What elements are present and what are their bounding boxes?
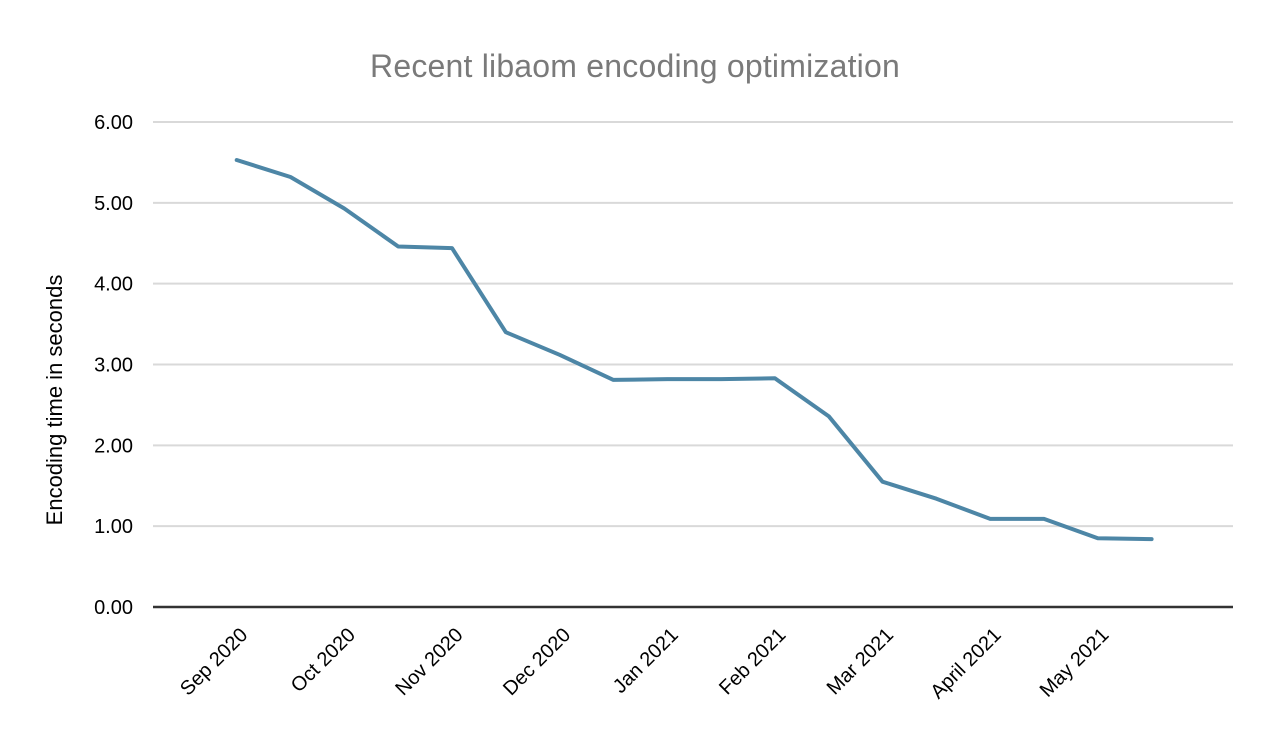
y-tick-label: 6.00 [94,112,133,134]
y-tick-label: 1.00 [94,516,133,538]
y-tick-label: 0.00 [94,597,133,619]
y-tick-label: 2.00 [94,435,133,457]
x-axis-label: April 2021 [926,624,1005,703]
x-axis-label: Oct 2020 [287,624,360,697]
x-axis-label: May 2021 [1036,624,1114,702]
x-axis-label: Feb 2021 [715,624,790,699]
x-axis-label: Sep 2020 [176,624,252,700]
y-tick-label: 5.00 [94,193,133,215]
chart-title: Recent libaom encoding optimization [370,48,900,84]
y-tick-label: 4.00 [94,274,133,296]
y-axis-title: Encoding time in seconds [42,275,67,526]
data-line-encoding-time [234,158,1154,542]
y-tick-label: 3.00 [94,355,133,377]
x-axis-label: Mar 2021 [823,624,898,699]
x-axis-label: Dec 2020 [499,624,575,700]
x-axis-label: Nov 2020 [391,624,467,700]
x-axis-label: Jan 2021 [609,624,683,698]
